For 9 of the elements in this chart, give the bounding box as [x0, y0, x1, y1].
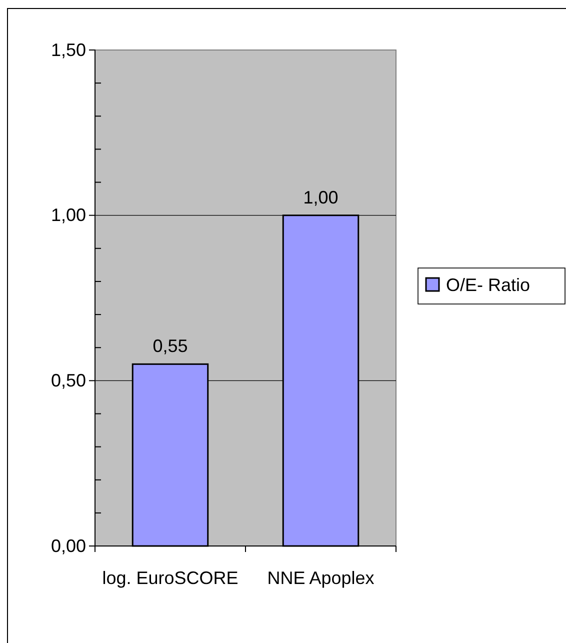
y-tick-label: 0,50: [50, 370, 86, 390]
legend-label: O/E- Ratio: [446, 275, 530, 295]
y-tick-label: 0,00: [50, 536, 86, 556]
text: 1,00: [303, 187, 338, 208]
y-tick-label: 1,50: [50, 40, 86, 60]
x-tick-label: NNE Apoplex: [267, 568, 374, 588]
y-tick-label: 1,00: [50, 205, 86, 226]
x-tick-label: log. EuroSCORE: [102, 568, 238, 588]
text: 0,55: [152, 336, 188, 356]
